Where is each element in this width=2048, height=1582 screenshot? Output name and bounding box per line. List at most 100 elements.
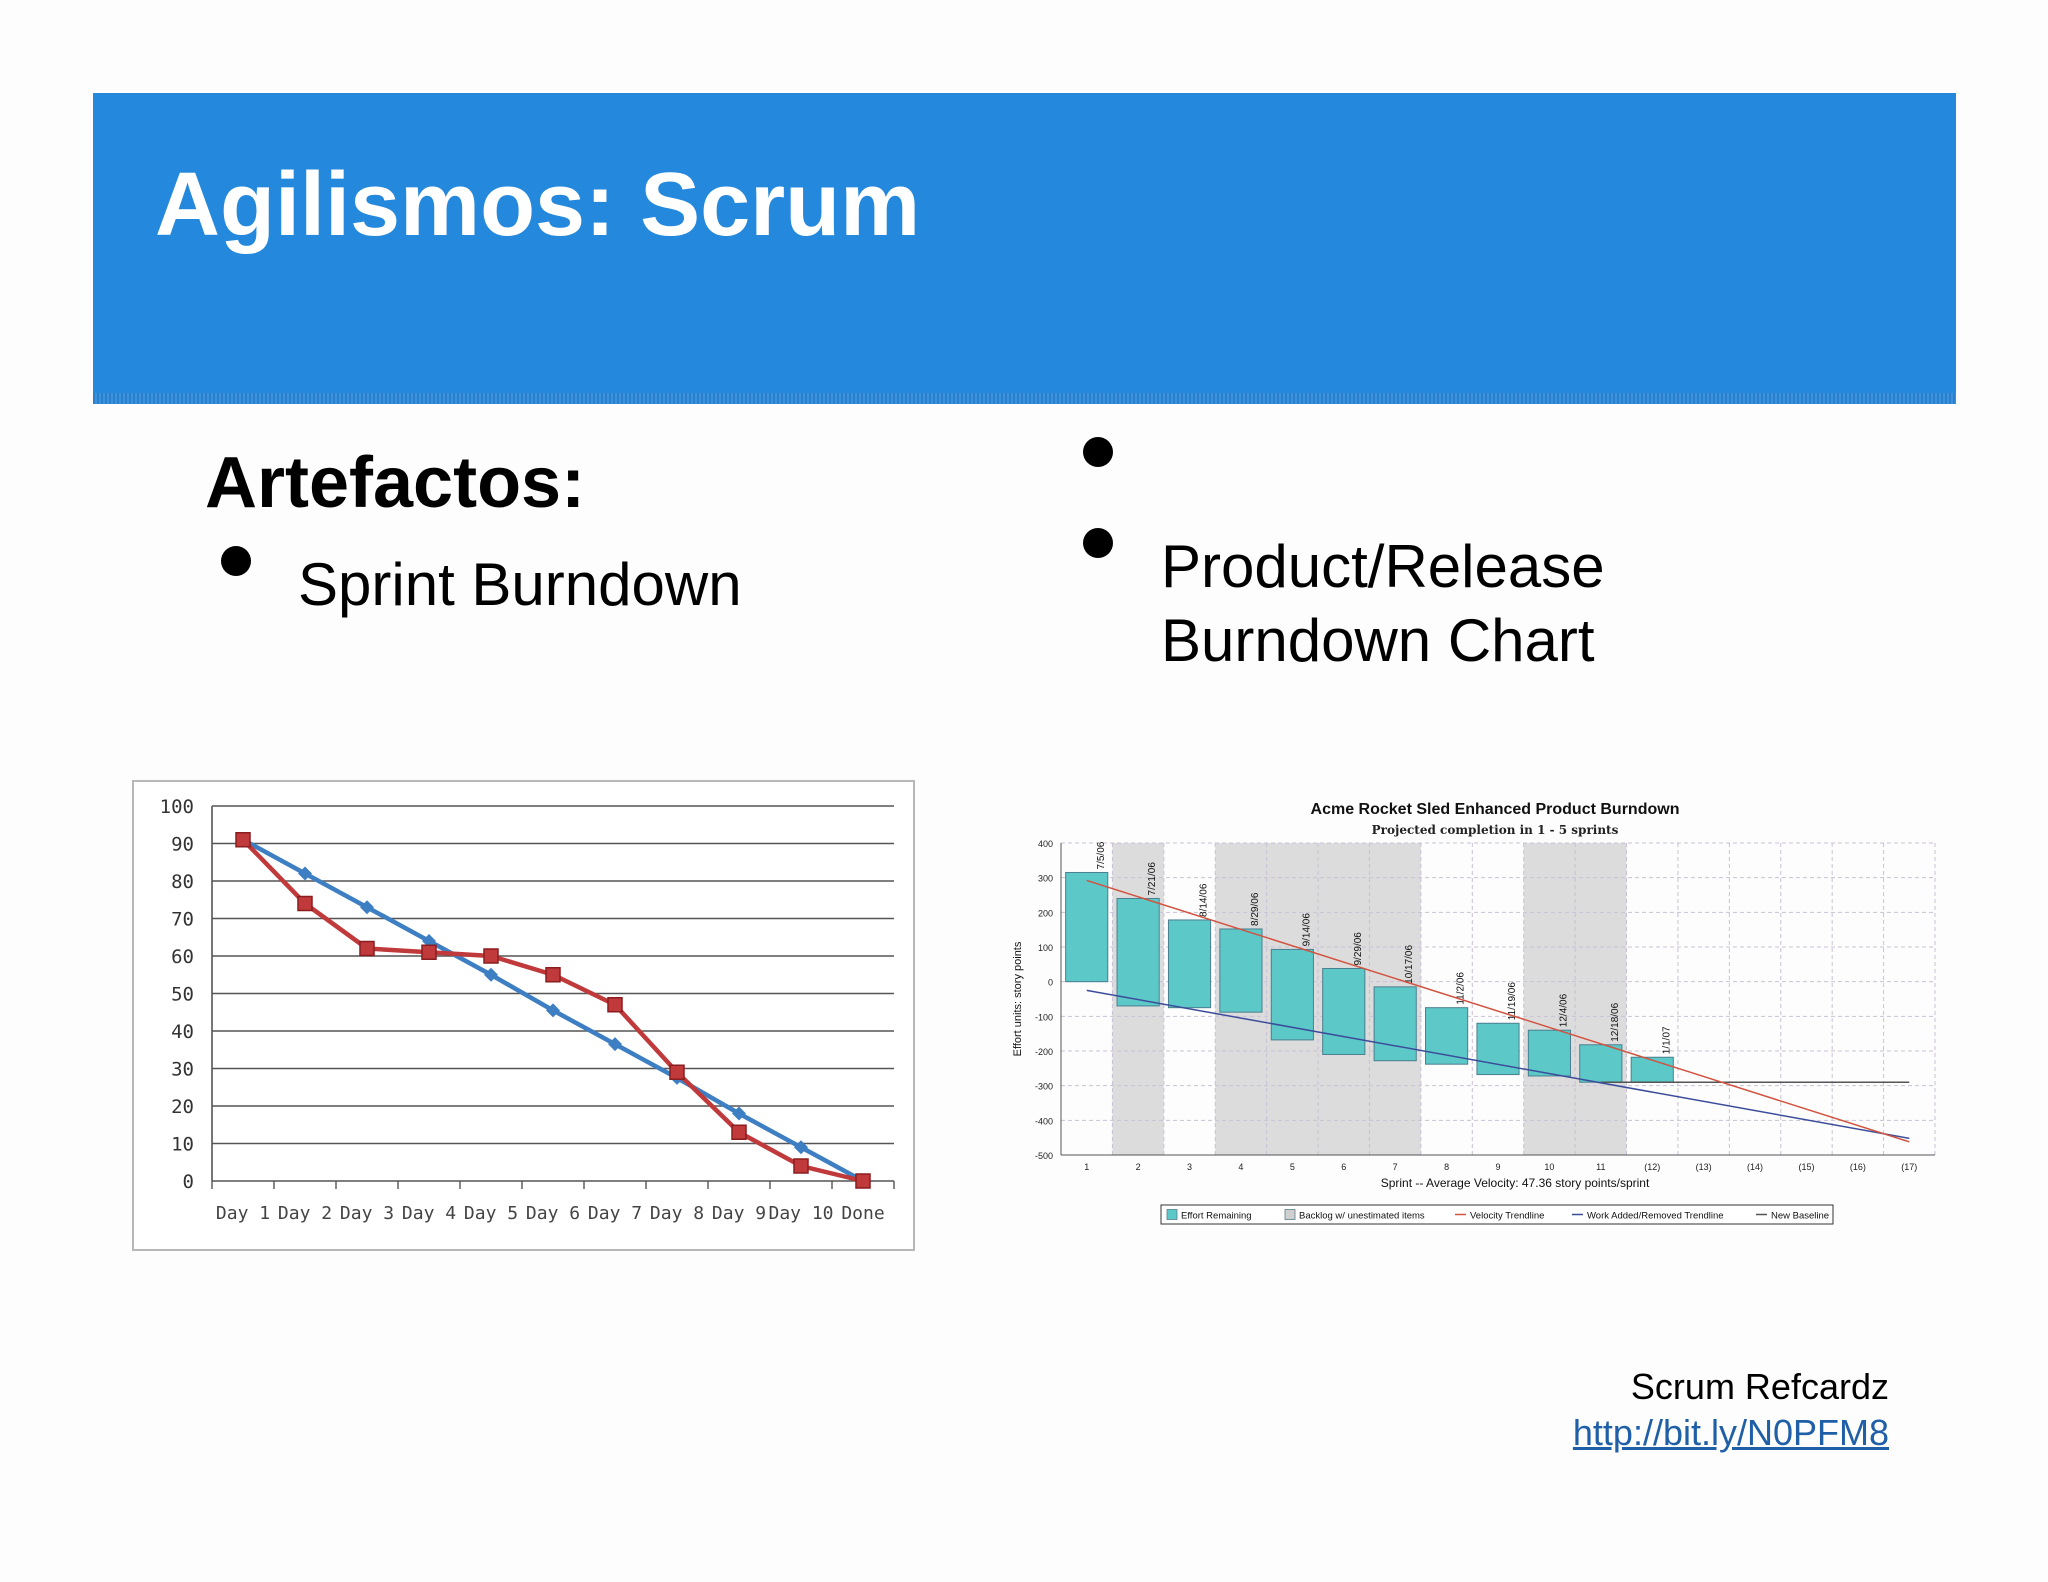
y-tick-label: -300: [1035, 1082, 1053, 1092]
x-tick-label: 5: [1290, 1162, 1295, 1172]
bar-date-label: 7/5/06: [1096, 841, 1107, 869]
ideal-burndown-point: [360, 900, 374, 915]
actual-burndown-point: [421, 944, 437, 960]
bar-date-label: 8/14/06: [1199, 883, 1210, 917]
bar-date-label: 11/19/06: [1507, 982, 1518, 1021]
y-tick-label: 200: [1038, 908, 1053, 918]
y-tick-label: 50: [171, 984, 194, 1006]
actual-burndown-point: [359, 940, 375, 957]
effort-bar: [1373, 986, 1417, 1062]
bar-date-label: 12/18/06: [1610, 1002, 1621, 1041]
velocity-trendline: [1086, 879, 1910, 1143]
bullet-empty-dot: [1083, 437, 1113, 467]
legend-swatch: [1166, 1209, 1178, 1220]
actual-burndown-point: [235, 832, 251, 848]
actual-burndown-point: [297, 895, 313, 912]
x-axis-label: Sprint -- Average Velocity: 47.36 story …: [1381, 1176, 1650, 1190]
bullet-left-dot: [221, 546, 251, 576]
x-tick-label: Day 3: [340, 1203, 394, 1224]
sprint-burndown-svg: 0 10 20 30 40 50 60 70 80 90 100 Day 1 Day 2 Day 3 Day…: [160, 796, 895, 1224]
x-tick-label: Day 7: [588, 1203, 642, 1224]
y-tick-label: 60: [171, 946, 194, 968]
bar-date-label: 12/4/06: [1558, 993, 1569, 1027]
x-tick-label: 10: [1544, 1162, 1554, 1172]
x-tick-label: Day 5: [464, 1203, 518, 1224]
bar-date-label: 1/1/07: [1661, 1026, 1672, 1054]
x-tick-label: (14): [1747, 1162, 1763, 1172]
bar-date-label: 8/29/06: [1250, 892, 1261, 926]
ideal-burndown-point: [546, 1003, 560, 1018]
chart-subtitle: Projected completion in 1 - 5 sprints: [1372, 823, 1619, 837]
x-tick-label: Day 1: [216, 1203, 270, 1224]
credit-link[interactable]: http://bit.ly/N0PFM8: [1572, 1412, 1889, 1453]
effort-bar: [1219, 928, 1263, 1013]
y-tick-label: -400: [1035, 1116, 1053, 1126]
x-tick-label: Day 9: [712, 1203, 766, 1224]
ideal-burndown-point: [794, 1140, 808, 1155]
y-tick-label: 400: [1038, 839, 1053, 849]
slide-title: Agilismos: Scrum: [155, 155, 921, 255]
effort-bar: [1322, 967, 1366, 1055]
actual-burndown-point: [855, 1173, 871, 1189]
y-tick-label: 300: [1038, 874, 1053, 884]
y-tick-label: 0: [183, 1171, 194, 1193]
y-tick-label: 100: [1038, 943, 1053, 953]
bar-date-label: 9/29/06: [1353, 932, 1364, 966]
work-added-trendline: [1086, 989, 1910, 1140]
x-tick-label: 9: [1495, 1162, 1500, 1172]
legend-label: Velocity Trendline: [1470, 1211, 1544, 1222]
y-tick-label: 20: [171, 1096, 194, 1118]
x-tick-label: 1: [1084, 1162, 1089, 1172]
legend-label: Effort Remaining: [1181, 1211, 1252, 1222]
bar-date-label: 10/17/06: [1404, 945, 1415, 984]
chart-title: Acme Rocket Sled Enhanced Product Burndo…: [1311, 801, 1680, 818]
y-tick-label: -100: [1035, 1012, 1053, 1022]
y-tick-label: 100: [160, 796, 194, 818]
x-tick-label: 7: [1393, 1162, 1398, 1172]
bar-date-label: 11/2/06: [1456, 972, 1467, 1005]
x-tick-label: 4: [1238, 1162, 1243, 1172]
legend-label: Work Added/Removed Trendline: [1587, 1211, 1724, 1222]
credit-label: Scrum Refcardz: [1630, 1366, 1889, 1407]
bullet-right-dot: [1083, 528, 1113, 558]
effort-bar: [1065, 871, 1109, 983]
y-tick-label: 70: [171, 909, 194, 931]
x-tick-label: (16): [1850, 1162, 1866, 1172]
effort-bar: [1579, 1044, 1623, 1083]
x-tick-label: (17): [1901, 1162, 1917, 1172]
actual-burndown-point: [793, 1158, 809, 1174]
credit-block: Scrum Refcardz http://bit.ly/N0PFM8: [1573, 1364, 1889, 1456]
bar-date-label: 9/14/06: [1301, 913, 1312, 947]
x-tick-label: Done: [841, 1203, 884, 1224]
sprint-burndown-chart: 0 10 20 30 40 50 60 70 80 90 100 Day 1 Day 2 Day 3 Day…: [132, 780, 915, 1251]
y-tick-label: -200: [1035, 1047, 1053, 1057]
legend-label: Backlog w/ unestimated items: [1299, 1211, 1425, 1222]
effort-bar: [1630, 1056, 1674, 1083]
x-tick-label: Day 4: [402, 1203, 456, 1224]
section-title: Artefactos:: [205, 443, 586, 523]
legend-label: New Baseline: [1771, 1211, 1829, 1222]
product-burndown-svg: Acme Rocket Sled Enhanced Product Burndo…: [1012, 801, 1936, 1225]
actual-burndown-point: [545, 967, 561, 983]
x-tick-label: 6: [1341, 1162, 1346, 1172]
effort-bar: [1270, 948, 1314, 1041]
title-bar: [93, 93, 1956, 404]
ideal-burndown-point: [484, 967, 498, 982]
effort-bar: [1476, 1022, 1520, 1076]
actual-burndown-point: [731, 1124, 747, 1140]
product-burndown-chart: Acme Rocket Sled Enhanced Product Burndo…: [1000, 790, 1940, 1230]
bullet-product-release-line2: Burndown Chart: [1161, 607, 1595, 674]
x-tick-label: (13): [1696, 1162, 1712, 1172]
x-tick-label: Day 2: [278, 1203, 332, 1224]
y-tick-label: 0: [1048, 978, 1053, 988]
bullet-sprint-burndown: Sprint Burndown: [298, 551, 742, 618]
y-tick-label: 90: [171, 834, 194, 856]
y-axis-label: Effort units: story points: [1012, 941, 1024, 1056]
x-tick-label: Day 8: [650, 1203, 704, 1224]
actual-burndown-point: [669, 1064, 685, 1080]
bar-date-label: 7/21/06: [1147, 862, 1158, 896]
legend-swatch: [1284, 1209, 1296, 1220]
x-tick-label: 3: [1187, 1162, 1192, 1172]
x-tick-label: (12): [1644, 1162, 1660, 1172]
actual-burndown-point: [483, 948, 499, 964]
